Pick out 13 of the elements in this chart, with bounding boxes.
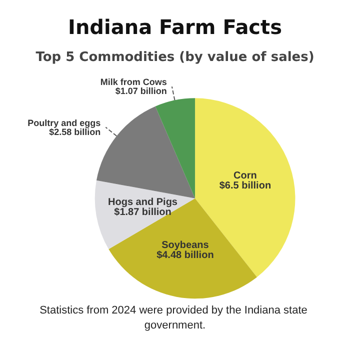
slice-label: Corn [234,170,257,182]
slice-label: Hogs and Pigs [108,197,178,208]
data-label: $1.87 billion [114,207,172,218]
data-label: $6.5 billion [219,180,272,192]
chart-subtitle: Top 5 Commodities (by value of sales) [36,50,314,65]
data-label: $4.48 billion [156,250,214,262]
chart-title: Indiana Farm Facts [68,15,282,39]
text: Statistics from 2024 were provided by the Indiana state government. [40,304,310,332]
data-label: $2.58 billion [49,126,101,137]
slice-label: Soybeans [162,240,210,252]
slice-label: Milk from Cows [100,77,167,88]
slice-label: Poultry and eggs [28,118,101,128]
data-label: $1.07 billion [115,86,167,96]
